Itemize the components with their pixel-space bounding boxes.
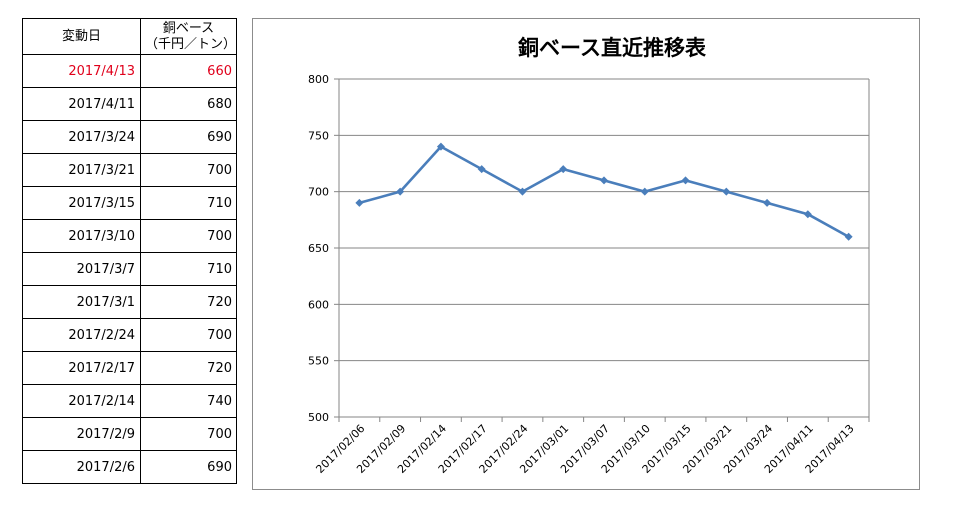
row-date: 2017/2/17 bbox=[22, 351, 141, 385]
row-date: 2017/2/24 bbox=[22, 318, 141, 352]
header-price-unit: （千円／トン） bbox=[145, 36, 237, 52]
data-point-marker bbox=[722, 187, 731, 196]
y-tick-label: 600 bbox=[308, 298, 329, 311]
y-tick-label: 800 bbox=[308, 73, 329, 86]
y-tick-label: 500 bbox=[308, 411, 329, 424]
header-price-line1: 銅ベース bbox=[162, 20, 215, 36]
row-price: 720 bbox=[140, 351, 237, 385]
row-date: 2017/2/6 bbox=[22, 450, 141, 484]
row-date: 2017/3/24 bbox=[22, 120, 141, 154]
data-point-marker bbox=[763, 198, 772, 207]
row-date: 2017/3/10 bbox=[22, 219, 141, 253]
table-row: 2017/2/14 740 bbox=[22, 384, 237, 418]
table-row: 2017/2/24 700 bbox=[22, 318, 237, 352]
table-row: 2017/3/10 700 bbox=[22, 219, 237, 253]
row-date: 2017/2/14 bbox=[22, 384, 141, 418]
row-price: 700 bbox=[140, 417, 237, 451]
table-row: 2017/3/15 710 bbox=[22, 186, 237, 220]
table-body: 2017/4/13 660 2017/4/11 680 2017/3/24 690 2017… bbox=[22, 54, 237, 484]
row-date: 2017/3/15 bbox=[22, 186, 141, 220]
row-price: 660 bbox=[140, 54, 237, 88]
chart-frame: 銅ベース直近推移表 500 550 600 650 700 750 800 2017/02/06… bbox=[252, 18, 920, 490]
data-point-marker bbox=[640, 187, 649, 196]
table-row: 2017/4/11 680 bbox=[22, 87, 237, 121]
data-point-marker bbox=[600, 176, 608, 185]
y-tick-label: 750 bbox=[308, 129, 329, 142]
table-row: 2017/2/6 690 bbox=[22, 450, 237, 484]
row-price: 680 bbox=[140, 87, 237, 121]
y-tick-label: 700 bbox=[308, 186, 329, 199]
table-row: 2017/2/9 700 bbox=[22, 417, 237, 451]
data-point-marker bbox=[477, 165, 486, 174]
row-price: 700 bbox=[140, 219, 237, 253]
table-row: 2017/2/17 720 bbox=[22, 351, 237, 385]
row-price: 700 bbox=[140, 153, 237, 187]
row-price: 740 bbox=[140, 384, 237, 418]
table-row: 2017/3/1 720 bbox=[22, 285, 237, 319]
row-price: 690 bbox=[140, 450, 237, 484]
table-row: 2017/3/24 690 bbox=[22, 120, 237, 154]
row-date: 2017/3/7 bbox=[22, 252, 141, 286]
row-price: 720 bbox=[140, 285, 237, 319]
table-row: 2017/3/21 700 bbox=[22, 153, 237, 187]
row-date: 2017/3/1 bbox=[22, 285, 141, 319]
data-point-marker bbox=[803, 210, 812, 219]
row-date: 2017/3/21 bbox=[22, 153, 141, 187]
table-row: 2017/3/7 710 bbox=[22, 252, 237, 286]
header-date: 変動日 bbox=[22, 18, 141, 55]
y-tick-label: 650 bbox=[308, 242, 329, 255]
row-date: 2017/4/13 bbox=[22, 54, 141, 88]
data-point-marker bbox=[436, 142, 445, 151]
chart-title: 銅ベース直近推移表 bbox=[518, 36, 707, 60]
data-point-marker bbox=[355, 198, 364, 207]
row-price: 700 bbox=[140, 318, 237, 352]
data-point-marker bbox=[396, 187, 405, 196]
line-chart: 銅ベース直近推移表5005506006507007508002017/02/06… bbox=[308, 36, 870, 476]
header-price: 銅ベース （千円／トン） bbox=[140, 18, 237, 55]
data-point-marker bbox=[559, 165, 568, 174]
data-point-marker bbox=[518, 187, 527, 196]
row-price: 710 bbox=[140, 186, 237, 220]
data-point-marker bbox=[681, 176, 690, 185]
table-row: 2017/4/13 660 bbox=[22, 54, 237, 88]
row-date: 2017/4/11 bbox=[22, 87, 141, 121]
y-tick-label: 550 bbox=[308, 355, 329, 368]
data-point-marker bbox=[844, 232, 853, 241]
row-price: 690 bbox=[140, 120, 237, 154]
copper-price-table: 変動日 銅ベース （千円／トン） 2017/4/13 660 2017/4/11 68… bbox=[22, 18, 237, 484]
row-date: 2017/2/9 bbox=[22, 417, 141, 451]
table-header-row: 変動日 銅ベース （千円／トン） bbox=[22, 18, 237, 55]
row-price: 710 bbox=[140, 252, 237, 286]
